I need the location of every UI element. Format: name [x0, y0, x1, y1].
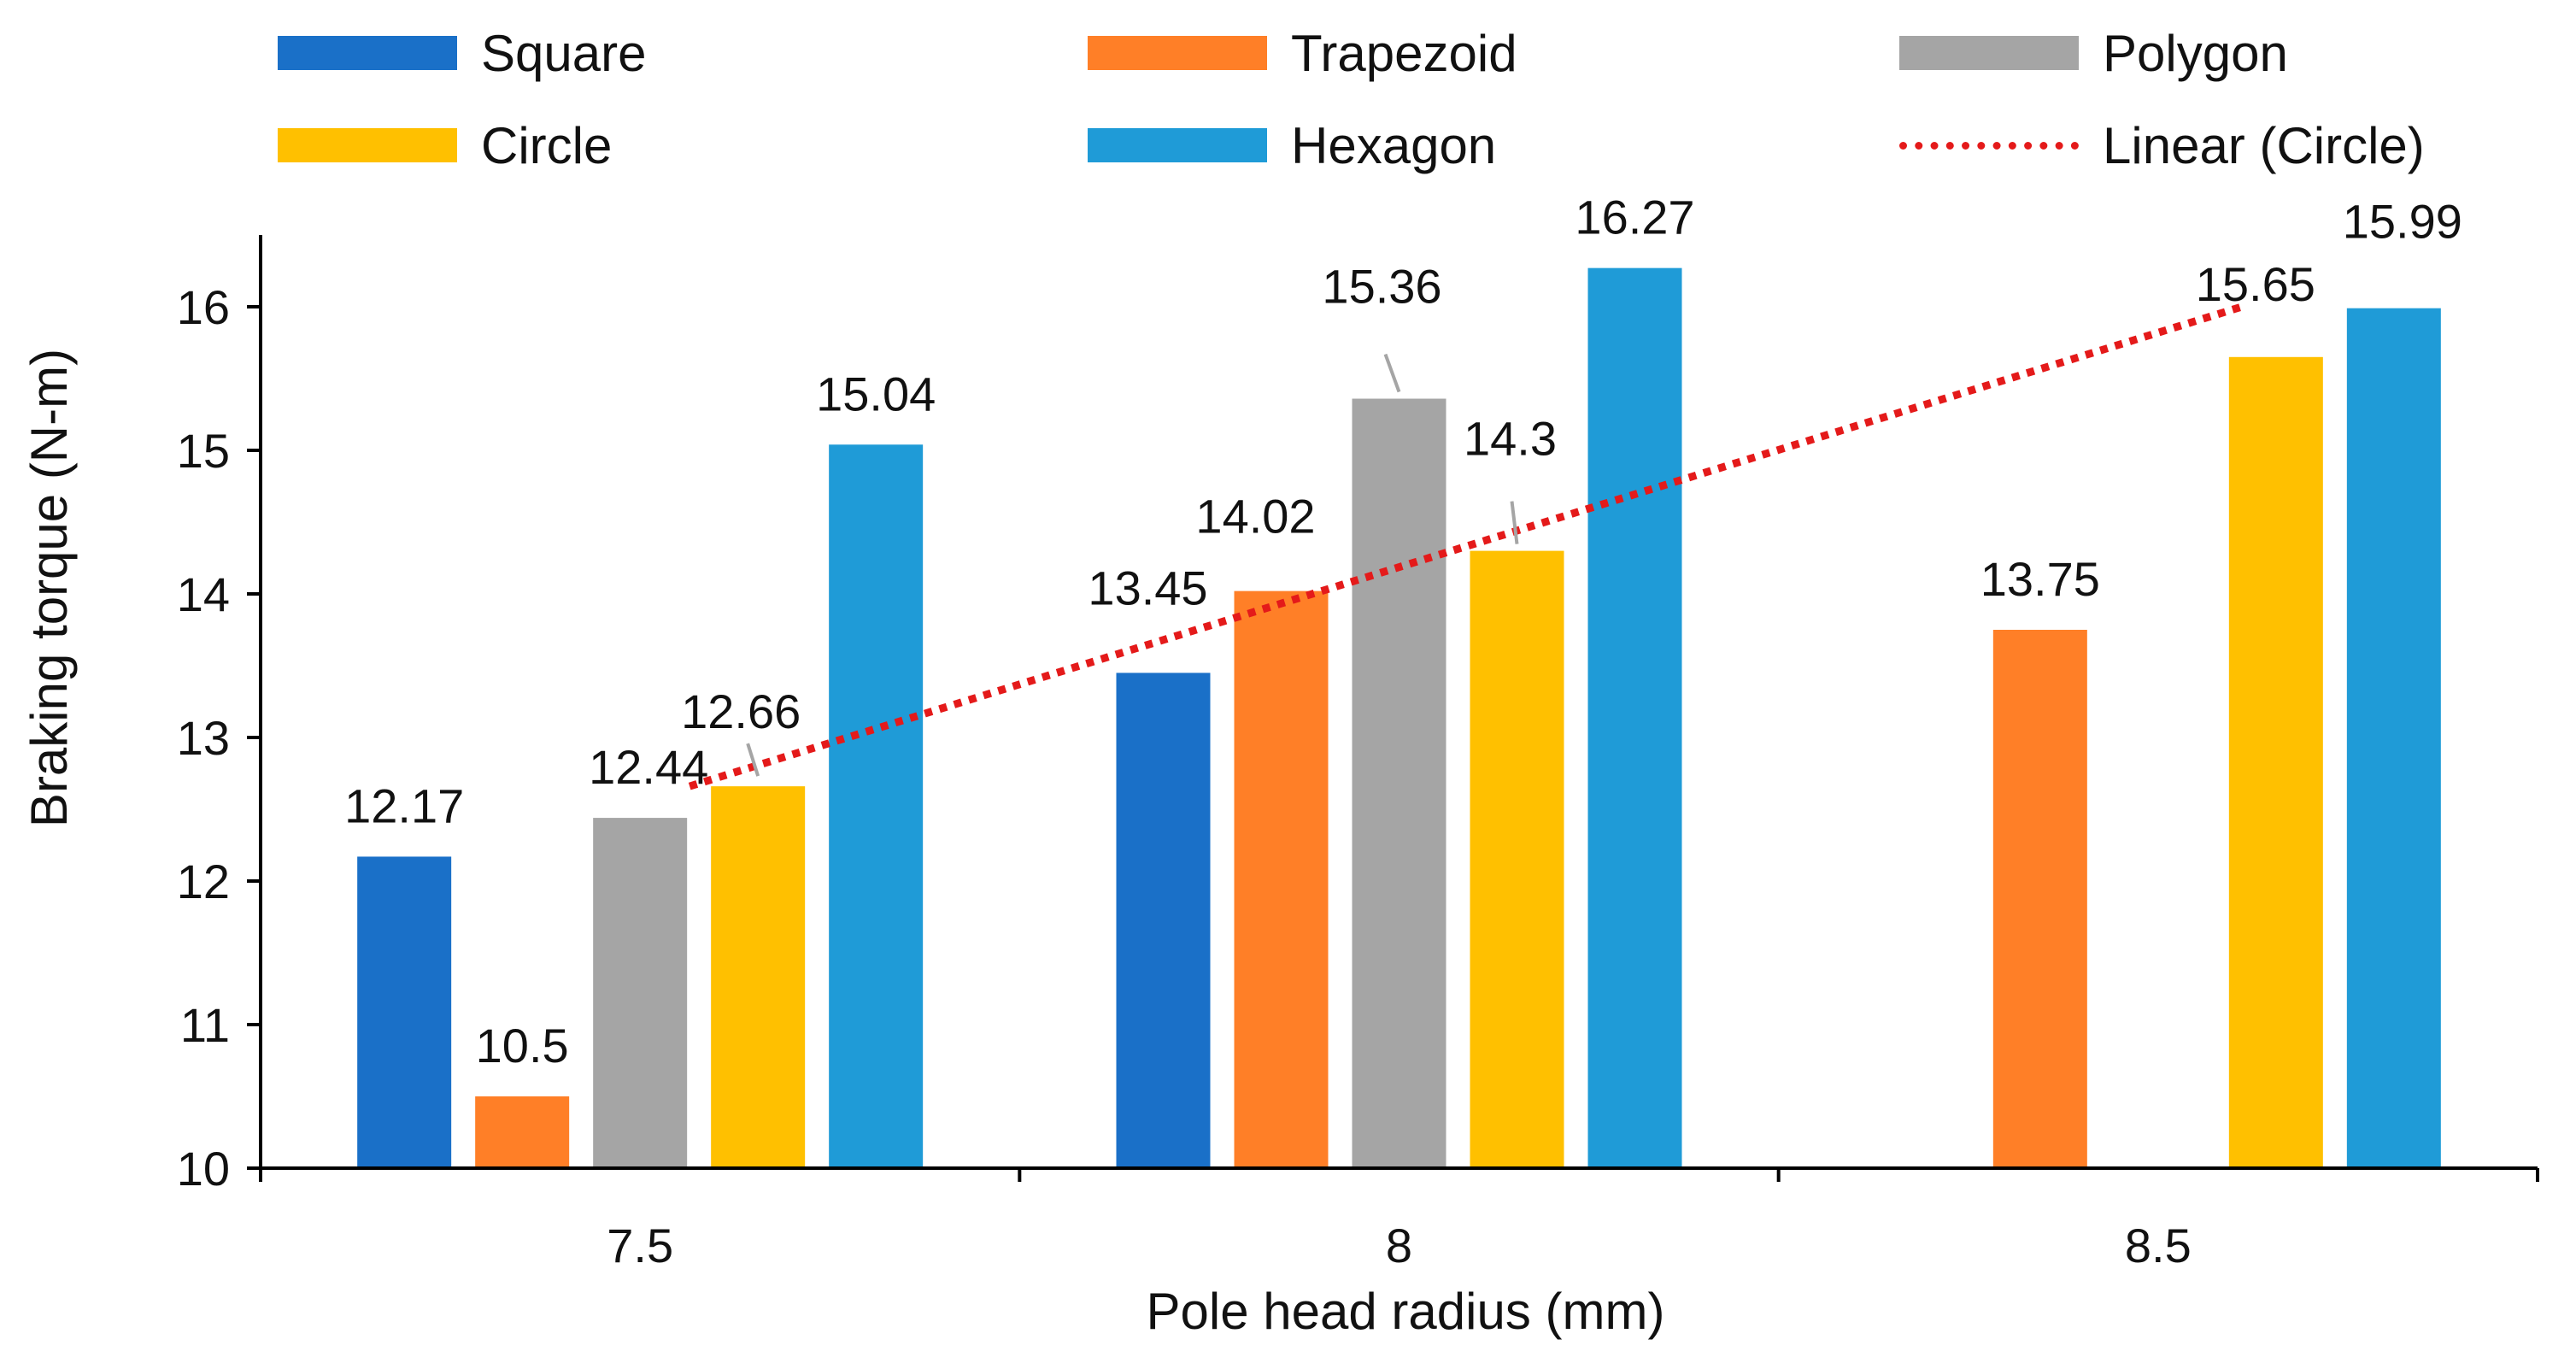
legend-label-linear-circle: Linear (Circle) — [2103, 116, 2425, 174]
data-label-trapezoid-8: 14.02 — [1195, 490, 1315, 543]
legend-item-circle: Circle — [278, 111, 612, 179]
bar-trapezoid-7-5 — [475, 1096, 570, 1168]
leader-lines — [746, 353, 1519, 777]
legend-item-hexagon: Hexagon — [1088, 111, 1496, 179]
data-label-hexagon-8: 16.27 — [1575, 191, 1694, 244]
bar-polygon-8 — [1352, 398, 1446, 1168]
leader-line-circle-8 — [1510, 501, 1519, 544]
y-tick-label-14: 14 — [177, 567, 230, 621]
data-label-square-8: 13.45 — [1088, 561, 1207, 614]
x-tick-label-8-5: 8.5 — [2125, 1219, 2192, 1272]
data-label-polygon-7-5: 12.44 — [589, 740, 708, 794]
legend-label-hexagon: Hexagon — [1291, 116, 1497, 174]
data-label-circle-8: 14.3 — [1464, 412, 1557, 466]
axes: 10 11 12 13 14 15 16 7.5 8 8.5 — [177, 235, 2539, 1272]
trendline-linear-circle — [688, 303, 2244, 790]
legend-label-trapezoid: Trapezoid — [1291, 24, 1517, 82]
legend-item-square: Square — [278, 19, 646, 87]
bar-circle-8 — [1470, 550, 1564, 1168]
x-tick-label-8: 8 — [1386, 1219, 1412, 1272]
legend-line-linear-circle — [1899, 141, 2079, 150]
leader-line-polygon-8 — [1383, 353, 1401, 393]
y-tick-label-15: 15 — [177, 424, 230, 478]
data-label-circle-8-5: 15.65 — [2196, 257, 2315, 311]
legend-swatch-trapezoid — [1088, 36, 1267, 70]
legend-label-polygon: Polygon — [2103, 24, 2288, 82]
x-tick-label-7-5: 7.5 — [607, 1219, 673, 1272]
legend-label-square: Square — [481, 24, 647, 82]
leader-line-circle-7-5 — [746, 743, 760, 777]
legend-item-linear-circle: Linear (Circle) — [1899, 111, 2425, 179]
data-label-square-7-5: 12.17 — [344, 778, 464, 832]
data-labels: 12.17 13.45 10.5 14.02 13.75 12.44 15.36 12.66 1… — [344, 191, 2462, 1072]
bar-hexagon-8-5 — [2346, 308, 2441, 1168]
legend-label-circle: Circle — [481, 116, 613, 174]
legend-swatch-square — [278, 36, 457, 70]
x-axis-title: Pole head radius (mm) — [1147, 1283, 1665, 1340]
legend-swatch-polygon — [1899, 36, 2079, 70]
data-label-circle-7-5: 12.66 — [681, 684, 801, 738]
bar-circle-7-5 — [711, 786, 806, 1168]
legend-swatch-hexagon — [1088, 128, 1267, 162]
legend-item-trapezoid: Trapezoid — [1088, 19, 1517, 87]
y-axis-title: Braking torque (N-m) — [21, 349, 78, 827]
y-tick-label-11: 11 — [180, 998, 230, 1052]
data-label-hexagon-8-5: 15.99 — [2343, 195, 2462, 249]
legend-item-polygon: Polygon — [1899, 19, 2288, 87]
bar-trapezoid-8 — [1234, 590, 1329, 1168]
y-tick-label-13: 13 — [177, 711, 230, 765]
bars — [357, 267, 2441, 1168]
bar-circle-8-5 — [2228, 356, 2323, 1168]
data-label-trapezoid-8-5: 13.75 — [1980, 552, 2100, 606]
bar-polygon-7-5 — [593, 818, 688, 1168]
y-tick-label-16: 16 — [177, 280, 230, 334]
bar-square-7-5 — [357, 856, 452, 1168]
data-label-polygon-8: 15.36 — [1322, 260, 1441, 314]
bar-hexagon-8 — [1587, 267, 1682, 1168]
bar-trapezoid-8-5 — [1992, 630, 2087, 1168]
data-label-hexagon-7-5: 15.04 — [816, 367, 936, 420]
legend-swatch-circle — [278, 128, 457, 162]
legend: Square Trapezoid Polygon Circle Hexagon … — [0, 19, 2576, 190]
bar-square-8 — [1116, 673, 1211, 1168]
bar-hexagon-7-5 — [829, 444, 924, 1168]
trendline-group — [688, 303, 2244, 790]
y-tick-label-12: 12 — [177, 855, 230, 908]
y-tick-label-10: 10 — [177, 1142, 230, 1196]
data-label-trapezoid-7-5: 10.5 — [476, 1019, 569, 1072]
